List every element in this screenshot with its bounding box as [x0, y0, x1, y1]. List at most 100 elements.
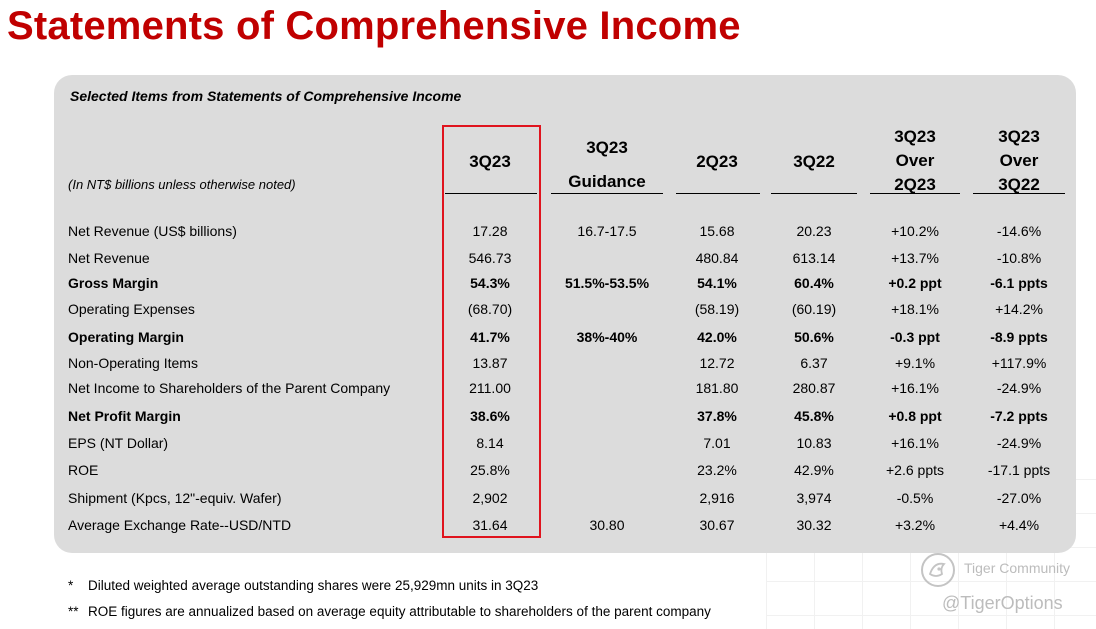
table-cell: -10.8% — [996, 250, 1042, 266]
table-cell: +14.2% — [995, 301, 1043, 317]
table-cell: +3.2% — [894, 517, 936, 533]
table-row: EPS (NT Dollar) 8.14 7.01 10.83 +16.1% -24.9% — [0, 431, 1096, 455]
current-quarter-highlight-box — [442, 125, 541, 538]
table-cell: 613.14 — [792, 250, 836, 266]
table-cell: 45.8% — [794, 408, 834, 424]
header-rule — [771, 193, 857, 194]
panel-subtitle: Selected Items from Statements of Compre… — [70, 88, 462, 104]
table-cell: 38%-40% — [576, 329, 638, 345]
column-header-line: 3Q23 — [586, 138, 628, 157]
table-cell: 54.3% — [470, 275, 510, 291]
column-header-over-3q22: 3Q23 Over 3Q22 — [973, 125, 1065, 197]
header-rule — [445, 193, 537, 194]
watermark-handle: @TigerOptions — [942, 593, 1063, 613]
watermark-name: Tiger Community — [964, 560, 1071, 576]
table-cell: (60.19) — [791, 301, 837, 317]
table-cell: 42.0% — [697, 329, 737, 345]
row-label: Net Revenue (US$ billions) — [68, 223, 237, 239]
table-row: Net Revenue 546.73 480.84 613.14 +13.7% -10.8… — [0, 246, 1096, 270]
row-label: Shipment (Kpcs, 12"-equiv. Wafer) — [68, 490, 282, 506]
table-cell: -0.5% — [896, 490, 934, 506]
table-cell: 23.2% — [697, 462, 737, 478]
table-cell: +16.1% — [891, 380, 939, 396]
table-cell: 10.83 — [796, 435, 832, 451]
column-header-3q23: 3Q23 — [441, 150, 539, 174]
table-cell: +16.1% — [891, 435, 939, 451]
watermark: Tiger Community @TigerOptions — [920, 548, 1090, 618]
page-title: Statements of Comprehensive Income — [7, 4, 741, 48]
table-cell: 6.37 — [800, 355, 828, 371]
column-header-line: 3Q23 — [998, 127, 1040, 146]
header-rule — [973, 193, 1065, 194]
table-cell: -24.9% — [996, 435, 1042, 451]
tiger-logo-icon — [921, 553, 955, 587]
footnote-text: Diluted weighted average outstanding sha… — [88, 578, 539, 593]
income-statement-panel — [54, 75, 1076, 553]
table-cell: -6.1 ppts — [990, 275, 1048, 291]
footnote-roe: ** ROE figures are annualized based on av… — [68, 604, 711, 619]
footnote-diluted-shares: * Diluted weighted average outstanding sh… — [68, 578, 538, 593]
row-label: Net Revenue — [68, 250, 150, 266]
table-row: Gross Margin 54.3% 51.5%-53.5% 54.1% 60.4% +0… — [0, 271, 1096, 295]
table-row: Average Exchange Rate--USD/NTD 31.64 30.80… — [0, 513, 1096, 537]
table-row: Net Revenue (US$ billions) 17.28 16.7-17.5… — [0, 219, 1096, 243]
table-cell: 25.8% — [470, 462, 510, 478]
table-cell: +117.9% — [991, 355, 1047, 371]
table-cell: 41.7% — [470, 329, 510, 345]
column-header-line: Over — [999, 151, 1039, 170]
table-cell: +13.7% — [891, 250, 939, 266]
column-header-line: 3Q22 — [793, 152, 835, 171]
table-cell: 54.1% — [697, 275, 737, 291]
table-cell: 3,974 — [796, 490, 832, 506]
row-label: Non-Operating Items — [68, 355, 198, 371]
row-label: Operating Margin — [68, 329, 184, 345]
table-cell: 51.5%-53.5% — [564, 275, 650, 291]
row-label: Net Profit Margin — [68, 408, 181, 424]
footnote-mark: ** — [68, 604, 79, 619]
table-row: ROE 25.8% 23.2% 42.9% +2.6 ppts -17.1 ppts — [0, 458, 1096, 482]
table-cell: -8.9 ppts — [990, 329, 1048, 345]
table-cell: 13.87 — [472, 355, 508, 371]
row-label: ROE — [68, 462, 99, 478]
table-cell: 15.68 — [699, 223, 735, 239]
table-cell: 2,902 — [472, 490, 508, 506]
table-cell: +4.4% — [998, 517, 1040, 533]
column-header-line: 2Q23 — [894, 175, 936, 194]
table-cell: 7.01 — [703, 435, 731, 451]
table-cell: -0.3 ppt — [890, 329, 940, 345]
table-cell: +0.8 ppt — [888, 408, 942, 424]
table-cell: 31.64 — [472, 517, 508, 533]
header-rule — [676, 193, 760, 194]
table-cell: -17.1 ppts — [987, 462, 1051, 478]
column-header-3q22: 3Q22 — [771, 150, 857, 174]
table-cell: (68.70) — [467, 301, 513, 317]
header-rule — [551, 193, 663, 194]
column-header-line: 3Q23 — [894, 127, 936, 146]
table-cell: 30.80 — [589, 517, 625, 533]
table-row: Operating Margin 41.7% 38%-40% 42.0% 50.6% -0… — [0, 325, 1096, 349]
row-label: Net Income to Shareholders of the Parent… — [68, 380, 391, 396]
footnote-text: ROE figures are annualized based on aver… — [88, 604, 711, 619]
table-cell: 16.7-17.5 — [577, 223, 637, 239]
column-header-2q23: 2Q23 — [675, 150, 759, 174]
table-cell: 30.32 — [796, 517, 832, 533]
table-cell: +18.1% — [891, 301, 939, 317]
table-cell: 20.23 — [796, 223, 832, 239]
table-cell: 211.00 — [469, 380, 511, 396]
row-label: Operating Expenses — [68, 301, 195, 317]
table-cell: +2.6 ppts — [886, 462, 944, 478]
table-cell: 30.67 — [699, 517, 735, 533]
row-label: Gross Margin — [68, 275, 159, 291]
table-cell: +0.2 ppt — [888, 275, 942, 291]
table-row: Net Profit Margin 38.6% 37.8% 45.8% +0.8 ppt… — [0, 404, 1096, 428]
row-label: EPS (NT Dollar) — [68, 435, 169, 451]
table-cell: 546.73 — [468, 250, 512, 266]
table-cell: +10.2% — [891, 223, 939, 239]
table-cell: 12.72 — [699, 355, 735, 371]
column-header-guidance: 3Q23 Guidance — [553, 131, 661, 199]
table-cell: 50.6% — [794, 329, 834, 345]
table-cell: -14.6% — [996, 223, 1042, 239]
footnote-mark: * — [68, 578, 74, 593]
table-row: Non-Operating Items 13.87 12.72 6.37 +9.1% +1… — [0, 351, 1096, 375]
table-cell: -27.0% — [996, 490, 1042, 506]
